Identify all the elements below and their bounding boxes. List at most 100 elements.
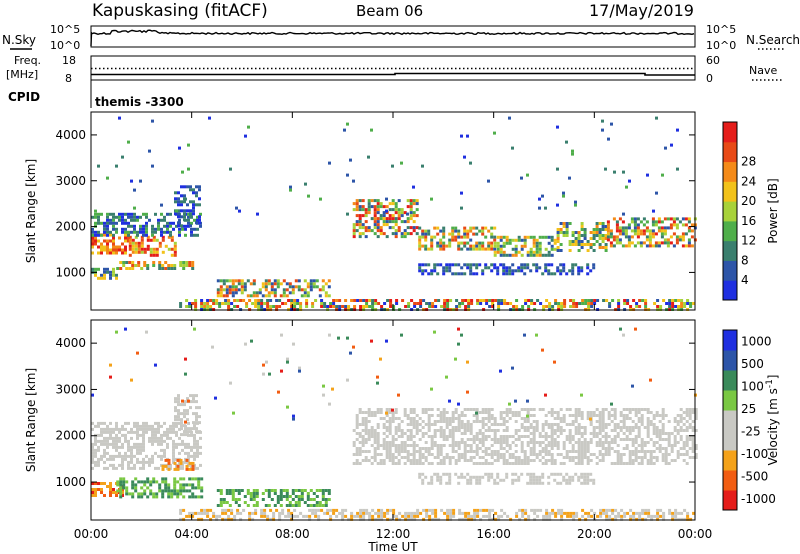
heatmap-cell	[115, 427, 118, 431]
heatmap-cell	[243, 495, 247, 498]
heatmap-cell	[481, 432, 485, 435]
heatmap-cell	[106, 218, 109, 222]
heatmap-cell	[361, 459, 365, 462]
heatmap-cell	[690, 235, 694, 239]
heatmap-cell	[634, 414, 638, 417]
heatmap-cell	[505, 462, 509, 465]
heatmap-cell	[97, 488, 100, 491]
heatmap-cell	[388, 408, 392, 411]
heatmap-cell	[391, 444, 395, 447]
heatmap-cell	[367, 202, 371, 206]
heatmap-cell	[380, 305, 384, 308]
heatmap-cell	[389, 302, 393, 305]
heatmap-cell	[97, 164, 100, 168]
heatmap-cell	[235, 206, 238, 210]
heatmap-cell	[607, 453, 611, 456]
heatmap-cell	[550, 472, 554, 476]
heatmap-cell	[586, 450, 590, 453]
heatmap-cell	[538, 432, 542, 435]
heatmap-cell	[448, 478, 452, 482]
heatmap-cell	[188, 489, 192, 493]
heatmap-cell	[234, 288, 238, 292]
heatmap-cell	[376, 432, 380, 435]
heatmap-cell	[391, 217, 395, 221]
heatmap-cell	[252, 498, 256, 501]
heatmap-cell	[619, 411, 623, 414]
heatmap-cell	[106, 233, 109, 237]
heatmap-cell	[478, 475, 482, 479]
heatmap-cell	[613, 441, 617, 444]
heatmap-cell	[436, 244, 440, 248]
heatmap-cell	[609, 229, 613, 233]
heatmap-cell	[608, 302, 612, 305]
heatmap-cell	[219, 501, 223, 504]
heatmap-cell	[164, 480, 168, 484]
heatmap-cell	[442, 226, 446, 230]
heatmap-cell	[433, 330, 436, 334]
heatmap-cell	[424, 475, 428, 479]
heatmap-cell	[416, 302, 420, 305]
heatmap-cell	[264, 489, 268, 492]
heatmap-cell	[571, 456, 575, 459]
heatmap-cell	[137, 264, 141, 267]
heatmap-cell	[670, 459, 674, 462]
heatmap-cell	[412, 226, 416, 230]
heatmap-cell	[178, 421, 181, 425]
heatmap-cell	[303, 489, 307, 492]
heatmap-cell	[403, 408, 407, 411]
heatmap-cell	[344, 508, 348, 512]
heatmap-cell	[394, 211, 398, 215]
heatmap-cell	[637, 444, 641, 447]
heatmap-cell	[446, 299, 450, 302]
heatmap-cell	[512, 305, 516, 308]
heatmap-cell	[143, 261, 147, 264]
heatmap-cell	[143, 483, 147, 487]
heatmap-cell	[574, 231, 578, 234]
heatmap-cell	[195, 191, 198, 195]
heatmap-cell	[515, 299, 519, 302]
heatmap-cell	[382, 217, 386, 221]
heatmap-cell	[589, 414, 593, 417]
heatmap-cell	[466, 420, 470, 423]
heatmap-cell	[215, 299, 219, 302]
heatmap-cell	[412, 229, 416, 233]
heatmap-cell	[592, 414, 596, 417]
heatmap-cell	[556, 441, 560, 444]
heatmap-cell	[686, 299, 690, 302]
heatmap-cell	[476, 511, 480, 515]
heatmap-cell	[526, 235, 530, 239]
heatmap-cell	[571, 438, 575, 441]
heatmap-cell	[160, 218, 163, 222]
heatmap-cell	[355, 438, 359, 441]
heatmap-cell	[613, 438, 617, 441]
heatmap-cell	[154, 230, 157, 234]
heatmap-cell	[606, 226, 610, 230]
heatmap-cell	[370, 229, 374, 233]
heatmap-cell	[535, 456, 539, 459]
heatmap-cell	[128, 253, 132, 257]
heatmap-cell	[306, 492, 310, 495]
heatmap-cell	[559, 420, 563, 423]
heatmap-cell	[203, 305, 207, 308]
heatmap-cell	[508, 408, 512, 411]
heatmap-cell	[291, 492, 295, 495]
heatmap-cell	[442, 417, 446, 420]
heatmap-cell	[358, 232, 362, 236]
heatmap-cell	[243, 501, 247, 504]
heatmap-cell	[215, 517, 219, 521]
heatmap-cell	[463, 232, 467, 236]
heatmap-cell	[568, 459, 572, 462]
heatmap-cell	[406, 232, 410, 236]
heatmap-cell	[676, 420, 680, 423]
heatmap-cell	[487, 408, 491, 411]
heatmap-cell	[578, 517, 582, 521]
heatmap-cell	[133, 445, 136, 449]
heatmap-cell	[589, 432, 593, 435]
heatmap-cell	[169, 436, 172, 440]
heatmap-cell	[164, 244, 168, 248]
heatmap-cell	[586, 478, 590, 482]
heatmap-cell	[257, 302, 261, 305]
heatmap-cell	[115, 215, 118, 219]
heatmap-cell	[583, 426, 587, 429]
heatmap-cell	[448, 462, 452, 465]
